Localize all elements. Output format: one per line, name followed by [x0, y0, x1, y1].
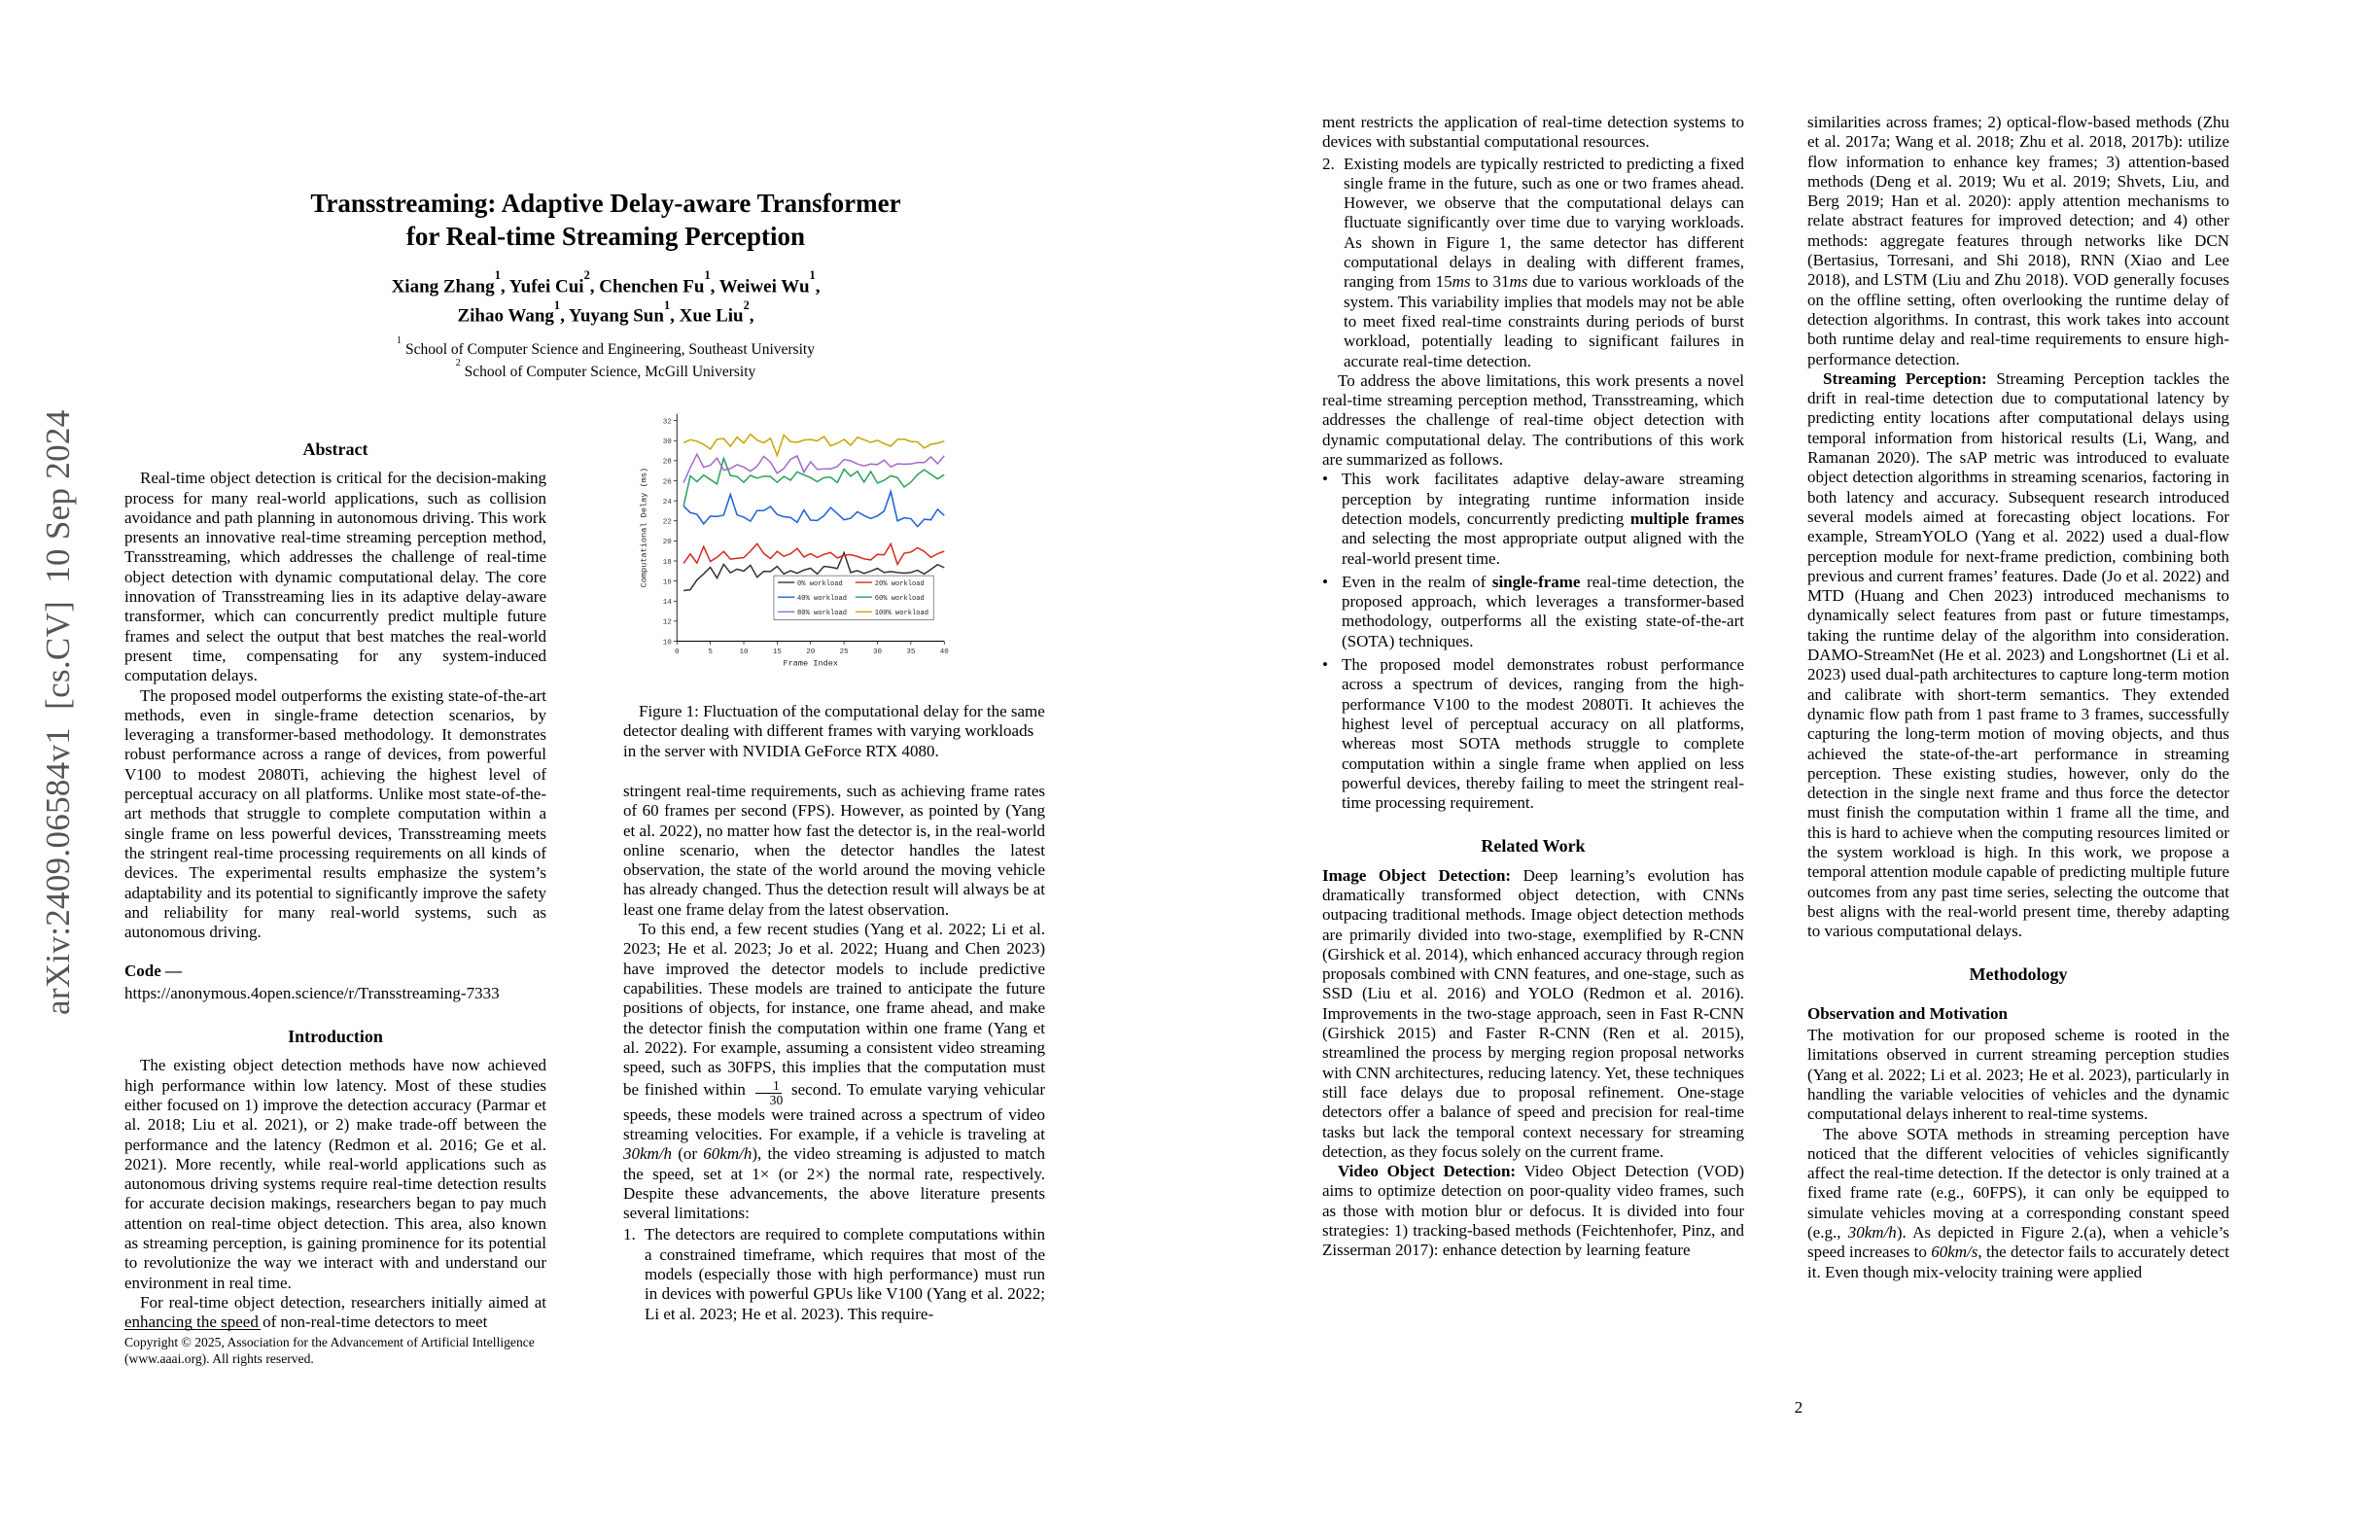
- svg-text:24: 24: [663, 499, 673, 507]
- svg-text:Computational Delay (ms): Computational Delay (ms): [640, 468, 649, 588]
- svg-text:40: 40: [940, 648, 950, 656]
- svg-text:10: 10: [663, 639, 673, 647]
- svg-text:26: 26: [663, 478, 673, 486]
- svg-text:0% workload: 0% workload: [797, 580, 843, 588]
- svg-text:60% workload: 60% workload: [875, 595, 925, 603]
- svg-text:20% workload: 20% workload: [875, 580, 925, 588]
- svg-text:16: 16: [663, 578, 673, 586]
- svg-text:18: 18: [663, 559, 673, 567]
- svg-text:12: 12: [663, 619, 672, 627]
- svg-text:28: 28: [663, 459, 673, 467]
- svg-text:5: 5: [708, 648, 713, 656]
- svg-text:100% workload: 100% workload: [875, 610, 928, 617]
- svg-text:22: 22: [663, 519, 672, 527]
- svg-text:14: 14: [663, 599, 673, 607]
- svg-text:15: 15: [773, 648, 783, 656]
- svg-text:30: 30: [873, 648, 883, 656]
- svg-text:40% workload: 40% workload: [797, 595, 847, 603]
- svg-text:30: 30: [663, 438, 673, 446]
- svg-text:20: 20: [663, 539, 673, 546]
- svg-text:0: 0: [675, 648, 680, 656]
- svg-text:35: 35: [906, 648, 916, 656]
- svg-text:25: 25: [840, 648, 850, 656]
- svg-text:80% workload: 80% workload: [797, 610, 847, 617]
- svg-text:20: 20: [806, 648, 816, 656]
- svg-text:32: 32: [663, 418, 672, 426]
- svg-text:Frame Index: Frame Index: [783, 658, 838, 668]
- svg-text:10: 10: [739, 648, 749, 656]
